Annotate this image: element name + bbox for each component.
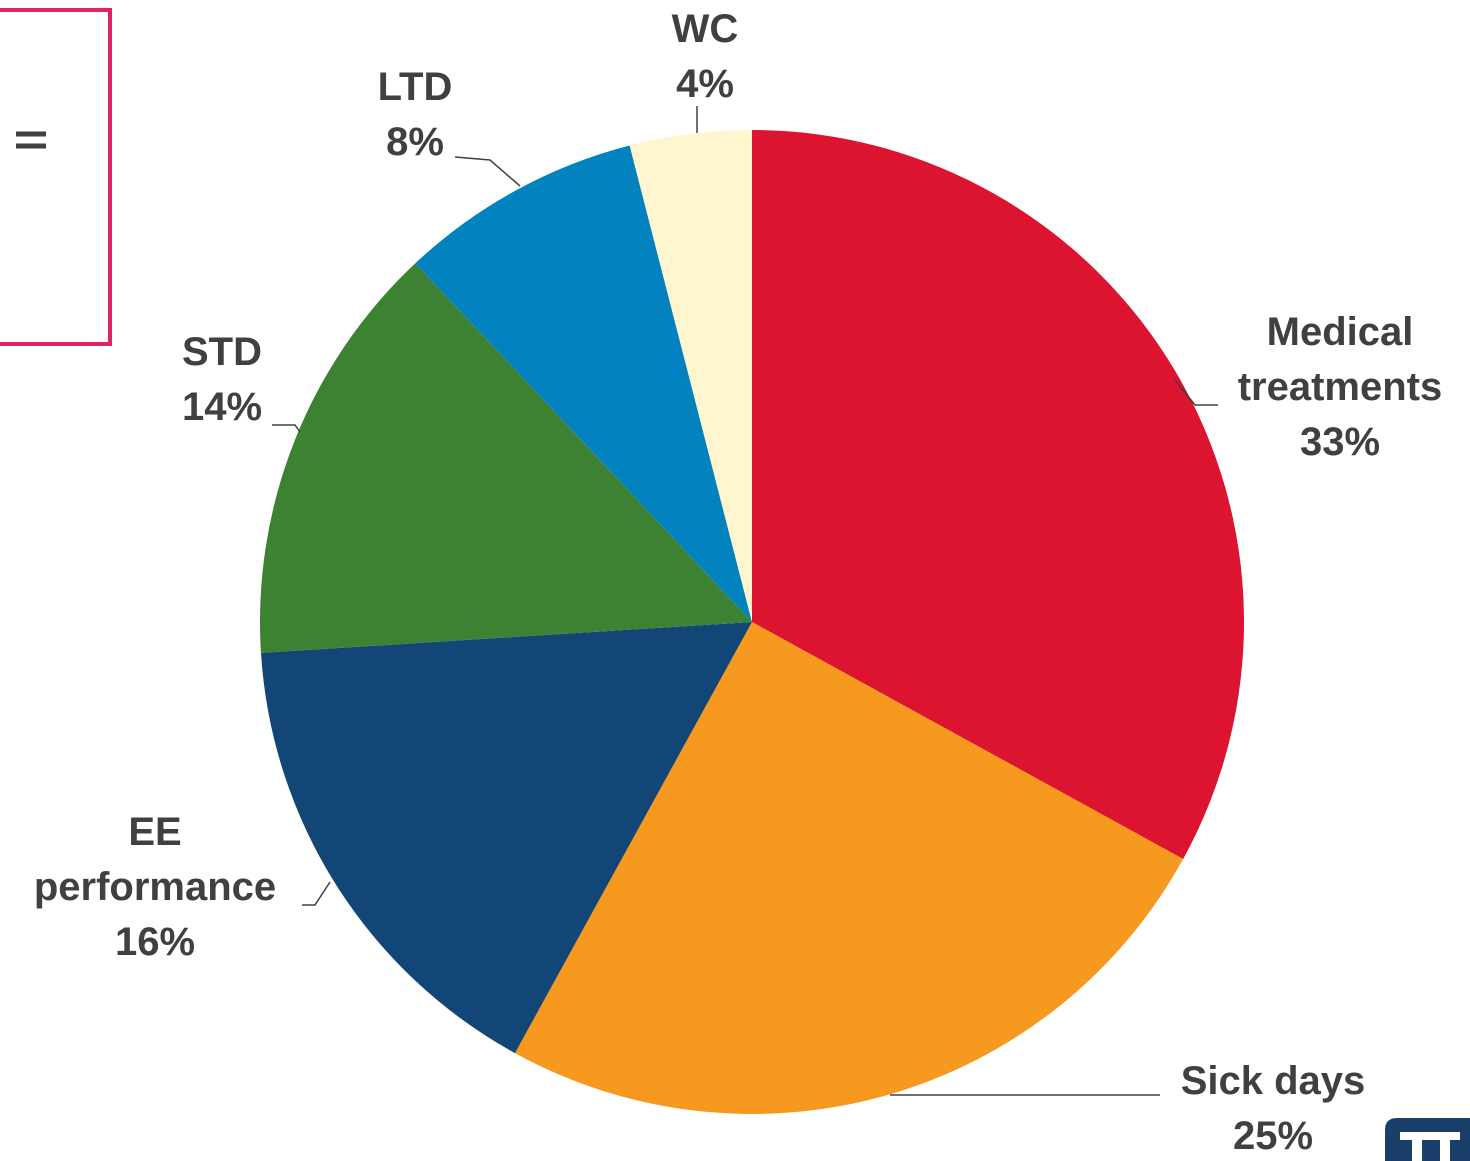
slice-label: Medical treatments 33%	[1210, 305, 1470, 470]
pie-slice	[752, 130, 1244, 860]
leader-line	[302, 881, 331, 906]
logo	[1440, 1132, 1450, 1161]
value-label: 16%	[114, 920, 196, 964]
value-label: 8%	[386, 120, 444, 164]
slice-label: LTD 8%	[315, 60, 515, 170]
pie-slice	[260, 263, 752, 653]
value-label: 25%	[1232, 1114, 1314, 1158]
value-label: 4%	[676, 62, 734, 106]
category-label: EE performance	[33, 810, 277, 909]
pie-slice	[415, 145, 752, 622]
slice-label: EE performance 16%	[5, 805, 305, 970]
pie-slice	[629, 130, 752, 622]
category-label: STD	[182, 330, 262, 374]
pie-slice	[514, 622, 1184, 1114]
pie-slice	[260, 622, 752, 1054]
leader-line	[454, 156, 521, 187]
slice-label: WC 4%	[605, 2, 805, 112]
slice-label: STD 14%	[122, 325, 322, 435]
category-label: Medical treatments	[1237, 310, 1443, 409]
leader-line	[272, 424, 301, 433]
value-label: 14%	[181, 385, 263, 429]
category-label: WC	[671, 7, 739, 51]
leader-line	[1174, 379, 1218, 406]
category-label: Sick days	[1180, 1059, 1366, 1103]
side-panel	[0, 8, 112, 346]
slice-label: Sick days 25%	[1113, 1054, 1433, 1161]
logo	[1412, 1132, 1422, 1161]
logo	[1400, 1132, 1460, 1140]
value-label: 33%	[1299, 420, 1381, 464]
category-label: LTD	[377, 65, 453, 109]
